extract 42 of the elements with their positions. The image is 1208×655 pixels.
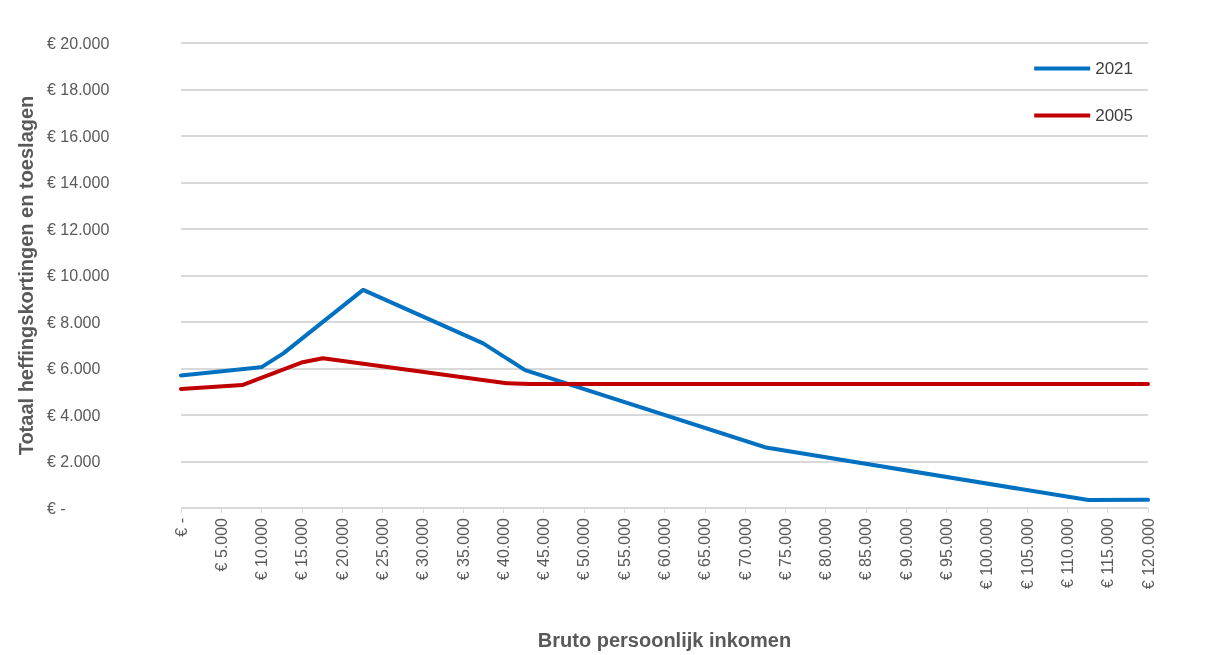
x-tick-label: € 115.000 (1099, 517, 1117, 588)
line-series (179, 287, 1150, 503)
x-tick-label: € 40.000 (494, 517, 512, 581)
y-tick-label: € 18.000 (47, 81, 110, 98)
x-tick-label: € 80.000 (817, 517, 835, 581)
y-tick-label: € 16.000 (47, 127, 110, 145)
x-tick-label: € 20.000 (333, 517, 351, 581)
x-tick-label: € 10.000 (253, 517, 271, 581)
x-tick-label: € 75.000 (776, 517, 794, 581)
x-tick-label: € 95.000 (938, 517, 956, 581)
y-tick-label: € 14.000 (47, 174, 110, 191)
x-tick-label: € 30.000 (414, 517, 432, 581)
y-axis-title: Totaal heffingskortingen en toeslagen (15, 95, 38, 456)
x-tick-label: € 90.000 (897, 517, 915, 581)
x-tick-label: € 120.000 (1139, 517, 1157, 590)
x-tick-label: € 35.000 (454, 517, 472, 581)
y-tick-label: € - (47, 499, 66, 517)
x-tick-label: € 110.000 (1058, 517, 1076, 588)
x-tick-label: € 55.000 (615, 517, 633, 581)
line-series (179, 356, 1150, 391)
y-tick-label: € 2.000 (47, 453, 101, 470)
x-tick-label: € 5.000 (212, 517, 230, 572)
x-tick-label: € 50.000 (575, 517, 593, 581)
y-tick-label: € 8.000 (47, 313, 101, 331)
x-tick-label: € 15.000 (293, 517, 311, 581)
y-tick-label: € 4.000 (47, 406, 101, 424)
y-tick-label: € 10.000 (47, 267, 110, 284)
x-tick-label: € 70.000 (736, 517, 754, 581)
y-tick-label: € 12.000 (47, 220, 110, 238)
x-tick-label: € 45.000 (535, 517, 553, 581)
y-tick-label: € 6.000 (47, 360, 101, 377)
x-tick-label: € 105.000 (1018, 517, 1036, 590)
x-axis-title: Bruto persoonlijk inkomen (537, 629, 792, 651)
y-tick-label: € 20.000 (47, 34, 110, 52)
x-tick-label: € - (172, 518, 190, 537)
x-tick-label: € 25.000 (373, 517, 391, 581)
legend-label: 2005 (1095, 106, 1134, 125)
x-tick-label: € 65.000 (696, 517, 714, 581)
x-tick-label: € 85.000 (857, 517, 875, 581)
legend-label: 2021 (1095, 59, 1134, 78)
x-tick-label: € 60.000 (656, 517, 673, 581)
x-tick-label: € 100.000 (978, 517, 996, 590)
